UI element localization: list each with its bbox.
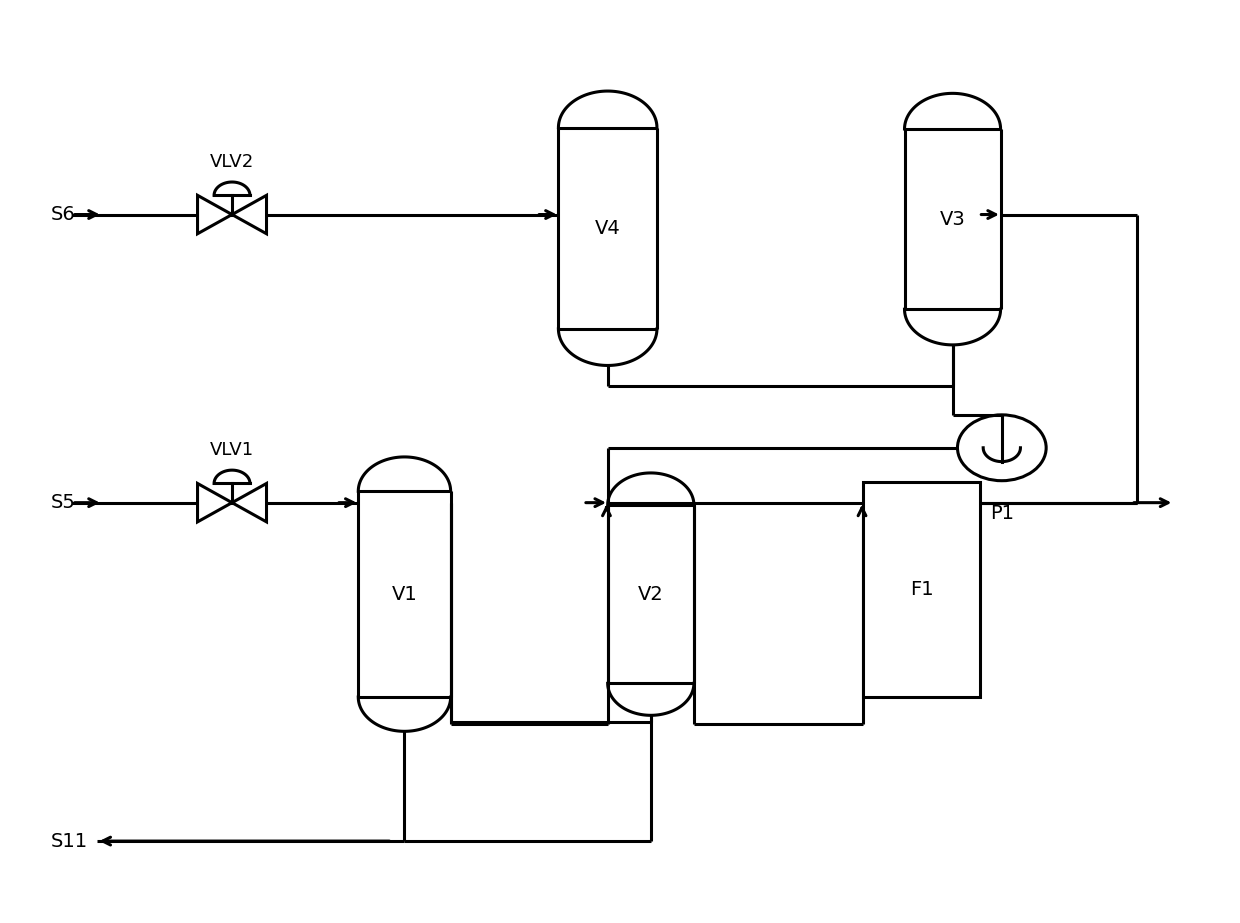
Bar [608, 505, 694, 683]
Polygon shape [558, 91, 657, 127]
Polygon shape [558, 329, 657, 366]
Text: V3: V3 [940, 210, 966, 229]
Text: S6: S6 [51, 205, 76, 224]
Polygon shape [358, 457, 450, 491]
Text: V1: V1 [392, 584, 418, 604]
Text: V4: V4 [595, 219, 620, 238]
Polygon shape [904, 93, 1001, 129]
Polygon shape [232, 196, 267, 234]
Text: V2: V2 [637, 584, 663, 604]
Text: VLV1: VLV1 [210, 441, 254, 459]
Polygon shape [232, 484, 267, 521]
Text: F1: F1 [910, 580, 934, 599]
Polygon shape [358, 697, 450, 731]
Polygon shape [608, 683, 694, 715]
Polygon shape [197, 484, 232, 521]
Bar [358, 491, 450, 697]
Polygon shape [608, 473, 694, 505]
Bar [558, 127, 657, 329]
Text: VLV2: VLV2 [210, 153, 254, 171]
Text: S5: S5 [51, 493, 76, 512]
Polygon shape [197, 196, 232, 234]
Text: P1: P1 [990, 504, 1014, 522]
Bar [904, 129, 1001, 309]
Polygon shape [904, 309, 1001, 345]
Text: S11: S11 [51, 832, 88, 851]
Bar [863, 482, 981, 697]
